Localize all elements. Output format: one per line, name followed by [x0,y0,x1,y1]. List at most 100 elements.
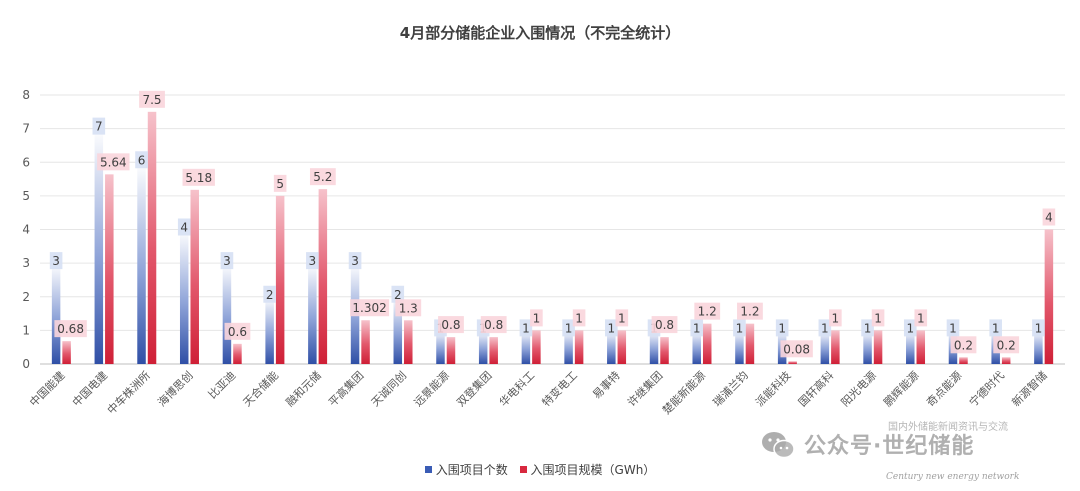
data-label-count-bg [263,285,276,303]
bar-count [735,330,744,364]
data-label-scale: 0.68 [57,322,84,336]
bar-count [51,263,61,364]
bar-count [692,330,701,364]
x-tick-label: 国轩高科 [795,368,836,409]
data-label-count: 1 [565,321,573,335]
data-label-scale-bg [871,309,885,327]
bar-count [393,296,403,364]
legend: 入围项目个数 入围项目规模（GWh） [0,461,1080,478]
data-label-count: 1 [736,321,744,335]
x-tick-label: 许继集团 [624,368,665,409]
data-label-count: 1 [906,321,914,335]
bar-scale [318,189,328,364]
data-label-count-bg [306,252,319,270]
x-tick-label: 瑞浦兰钧 [710,368,751,409]
bar-count [863,330,872,364]
data-label-scale: 1 [917,311,925,325]
bar-count [436,330,445,364]
data-label-scale-bg [572,309,586,327]
y-tick-label: 5 [22,189,30,203]
data-label-scale-bg [97,153,130,171]
bar-count [478,330,488,364]
data-label-scale-bg [54,320,87,338]
data-label-scale: 4 [1045,211,1053,225]
bar-scale [617,330,627,364]
bar-count [265,296,274,364]
bar-scale [233,343,242,364]
x-tick-label: 天合储能 [240,368,281,409]
data-label-scale-bg [829,309,842,327]
data-label-scale: 5 [276,177,284,191]
x-tick-label: 楚能新能源 [659,368,708,417]
bar-scale [404,320,413,364]
data-label-count-bg [519,319,533,337]
x-tick-label: 鹏辉能源 [881,368,922,409]
data-label-count-bg [605,319,618,337]
data-label-scale: 5.18 [185,171,212,185]
y-tick-label: 3 [22,256,30,270]
legend-item-scale: 入围项目规模（GWh） [519,461,655,478]
x-tick-label: 派能科技 [753,368,794,409]
data-label-scale: 1.302 [352,301,386,315]
data-label-count: 3 [52,254,60,268]
x-tick-label: 华电科工 [496,368,537,409]
data-label-scale: 1 [575,311,583,325]
watermark: 国内外储能新闻资讯与交流 公众号·世纪储能 Century new energy… [760,418,1070,488]
legend-swatch-count [424,466,432,473]
data-label-scale-bg [350,299,390,317]
data-label-count: 1 [693,321,701,335]
x-tick-label: 双登集团 [454,368,495,409]
data-label-count: 3 [223,254,231,268]
x-tick-label: 远景能源 [411,368,452,409]
data-label-scale: 1.3 [399,301,418,315]
bar-scale [873,330,883,364]
bar-scale [745,323,755,364]
data-label-scale: 1.2 [698,305,717,319]
data-label-scale-bg [950,336,977,354]
x-tick-label: 海博思创 [155,368,196,409]
data-label-scale-bg [615,309,629,327]
x-tick-label: 易事特 [589,368,622,401]
data-label-count: 1 [607,321,615,335]
data-label-count-bg [946,319,960,337]
data-label-scale: 0.2 [954,338,973,352]
data-label-count-bg [391,285,405,303]
data-label-count-bg [733,319,746,337]
data-label-count-bg [861,319,874,337]
bar-scale [190,189,199,364]
bar-count [906,330,915,364]
data-label-count-bg [135,151,148,169]
y-tick-label: 2 [22,290,30,304]
data-label-scale-bg [395,299,422,317]
data-label-scale-bg [182,168,215,186]
bar-scale [831,330,840,364]
bar-scale [660,337,669,364]
data-label-count-bg [177,218,191,236]
x-tick-label: 中国电建 [69,368,110,409]
data-label-count-bg [690,319,704,337]
data-label-scale: 0.8 [484,318,503,332]
data-label-count: 1 [864,321,872,335]
bar-scale [147,111,157,364]
data-label-scale-bg [438,316,464,334]
data-label-scale-bg [914,309,928,327]
legend-label-count: 入围项目个数 [435,463,508,477]
watermark-english: Century new energy network [886,472,1020,482]
bar-count [564,330,573,364]
bar-scale [1001,357,1011,364]
data-label-count-bg [220,252,234,270]
bar-count [521,330,531,364]
data-label-scale: 0.2 [997,338,1016,352]
data-label-count: 1 [821,321,829,335]
data-label-count: 3 [351,254,359,268]
data-label-count-bg [1032,319,1045,337]
y-tick-label: 1 [22,323,30,337]
bar-count [649,330,659,364]
x-tick-label: 中车株洲所 [104,368,153,417]
data-label-scale: 0.8 [441,318,460,332]
data-label-count: 4 [180,221,188,235]
legend-item-count: 入围项目个数 [424,461,508,478]
data-label-scale-bg [1042,208,1056,226]
data-label-count-bg [989,319,1002,337]
data-label-count: 2 [266,288,274,302]
